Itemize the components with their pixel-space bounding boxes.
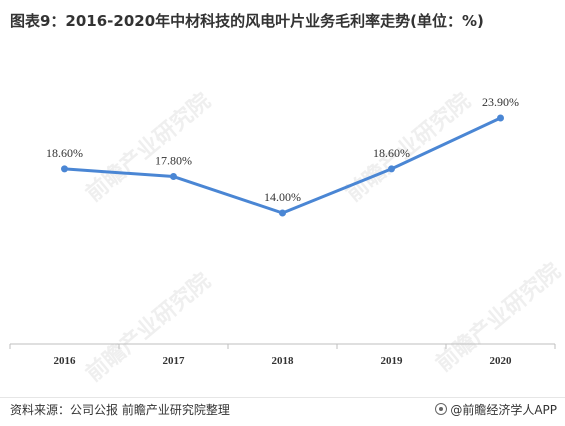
- data-label: 18.60%: [46, 146, 83, 160]
- data-point: [497, 114, 504, 122]
- data-point: [61, 165, 68, 173]
- chart-title: 图表9：2016-2020年中材科技的风电叶片业务毛利率走势(单位：%): [10, 12, 484, 30]
- x-tick-label: 2016: [54, 355, 77, 367]
- data-label: 14.00%: [264, 190, 301, 204]
- x-tick-label: 2018: [272, 355, 295, 367]
- data-point: [388, 165, 395, 173]
- footer: 资料来源：公司公报 前瞻产业研究院整理 @前瞻经济学人APP: [0, 397, 565, 426]
- brand-text: @前瞻经济学人APP: [450, 403, 557, 417]
- x-tick-label: 2017: [163, 355, 186, 367]
- data-label: 23.90%: [482, 95, 519, 109]
- brand-logo-icon: [435, 403, 448, 415]
- x-tick-label: 2019: [381, 355, 404, 367]
- data-label: 18.60%: [373, 146, 410, 160]
- x-tick-label: 2020: [490, 355, 513, 367]
- brand-label: @前瞻经济学人APP: [435, 401, 557, 418]
- data-point: [170, 173, 177, 181]
- data-point: [279, 209, 286, 217]
- source-note: 资料来源：公司公报 前瞻产业研究院整理: [10, 403, 230, 417]
- data-label: 17.80%: [155, 154, 192, 168]
- line-chart: 2016 2017 2018 2019 2020 18.60% 17.80% 14.00% 18…: [9, 95, 556, 367]
